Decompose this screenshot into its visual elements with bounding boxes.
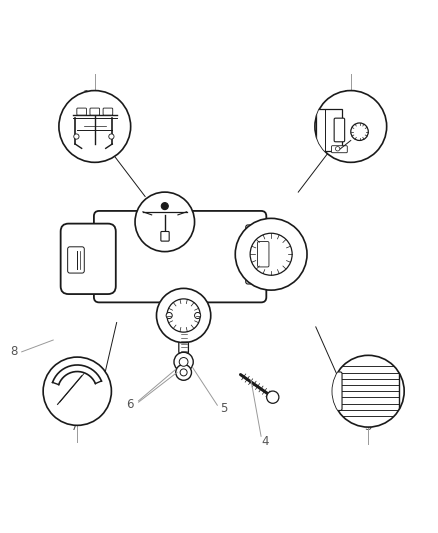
Circle shape [109, 134, 114, 139]
FancyBboxPatch shape [330, 372, 341, 410]
FancyBboxPatch shape [315, 109, 341, 150]
Circle shape [166, 299, 200, 332]
Circle shape [350, 123, 367, 141]
Circle shape [235, 219, 306, 290]
Circle shape [250, 233, 291, 275]
Circle shape [59, 91, 131, 163]
FancyBboxPatch shape [90, 108, 99, 115]
Text: 2: 2 [342, 90, 350, 102]
Circle shape [314, 91, 386, 163]
Circle shape [166, 312, 172, 319]
Text: 1: 1 [82, 90, 90, 102]
Circle shape [179, 358, 187, 366]
FancyBboxPatch shape [60, 224, 116, 294]
Circle shape [173, 352, 193, 372]
FancyBboxPatch shape [164, 300, 202, 332]
Circle shape [43, 357, 111, 425]
FancyBboxPatch shape [245, 225, 274, 284]
Circle shape [194, 312, 200, 319]
Text: 3: 3 [364, 419, 371, 433]
FancyBboxPatch shape [77, 108, 86, 115]
Text: 6: 6 [126, 398, 133, 411]
FancyBboxPatch shape [103, 108, 113, 115]
Circle shape [175, 365, 191, 380]
FancyBboxPatch shape [94, 211, 266, 302]
FancyBboxPatch shape [67, 247, 84, 273]
FancyBboxPatch shape [257, 241, 268, 267]
Circle shape [135, 192, 194, 252]
Circle shape [161, 203, 168, 209]
Circle shape [266, 391, 278, 403]
FancyBboxPatch shape [331, 146, 346, 153]
Circle shape [332, 356, 403, 427]
Circle shape [180, 369, 187, 376]
FancyBboxPatch shape [178, 324, 188, 353]
Text: 4: 4 [261, 435, 268, 448]
Text: 7: 7 [71, 419, 79, 433]
Circle shape [156, 288, 210, 343]
Circle shape [335, 147, 339, 151]
FancyBboxPatch shape [160, 231, 169, 241]
Text: 5: 5 [220, 402, 227, 415]
Circle shape [74, 134, 79, 139]
Text: 8: 8 [10, 345, 18, 358]
FancyBboxPatch shape [333, 118, 344, 142]
